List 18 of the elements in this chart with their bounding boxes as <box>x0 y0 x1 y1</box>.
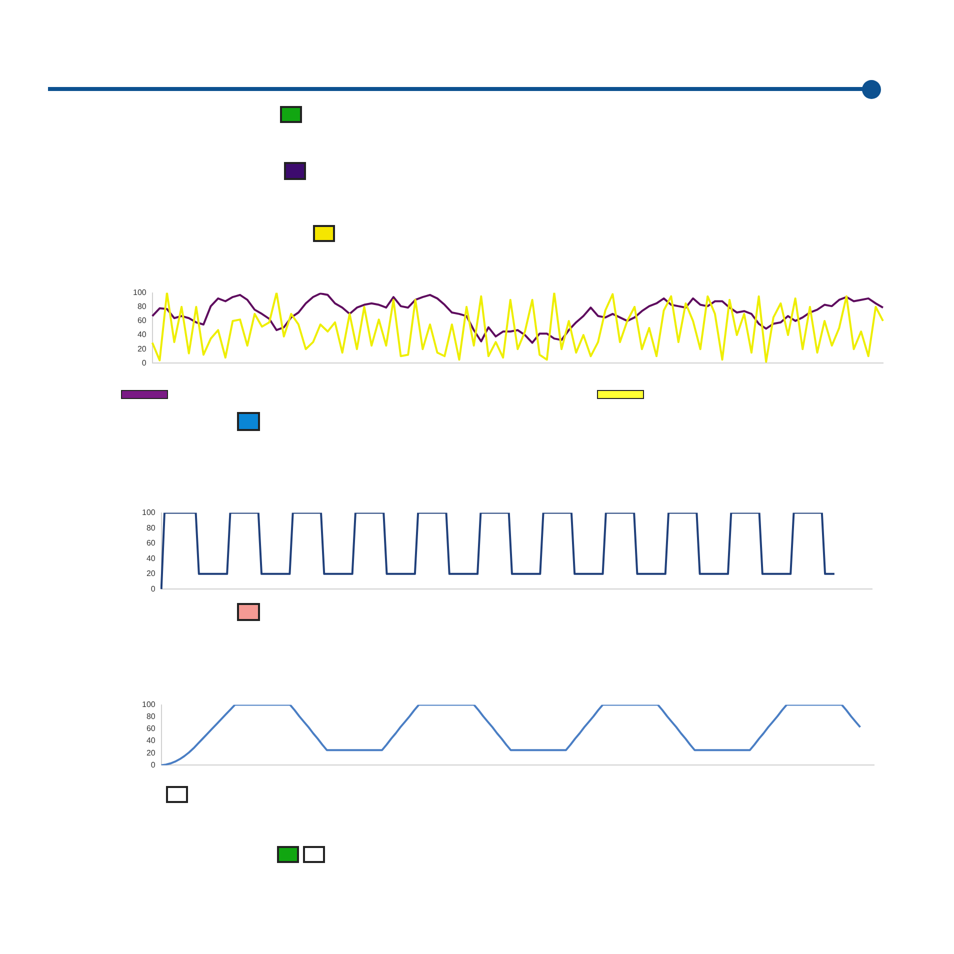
y-tick-label: 100 <box>142 508 156 518</box>
y-tick-label: 40 <box>146 554 156 563</box>
y-tick-label: 60 <box>146 724 156 734</box>
y-tick-label: 0 <box>142 358 147 368</box>
y-tick-label: 20 <box>146 748 156 758</box>
y-tick-label: 40 <box>146 736 156 746</box>
y-tick-label: 80 <box>146 712 156 722</box>
y-tick-label: 80 <box>137 302 147 312</box>
y-tick-label: 20 <box>146 569 156 578</box>
y-tick-label: 80 <box>146 523 156 532</box>
y-tick-label: 100 <box>132 288 147 298</box>
y-tick-label: 0 <box>150 760 156 770</box>
y-tick-label: 40 <box>137 330 147 340</box>
y-tick-label: 0 <box>150 584 156 594</box>
y-tick-label: 60 <box>146 538 156 548</box>
y-tick-label: 100 <box>142 700 156 710</box>
y-tick-label: 60 <box>137 316 147 326</box>
y-tick-label: 20 <box>137 344 147 354</box>
